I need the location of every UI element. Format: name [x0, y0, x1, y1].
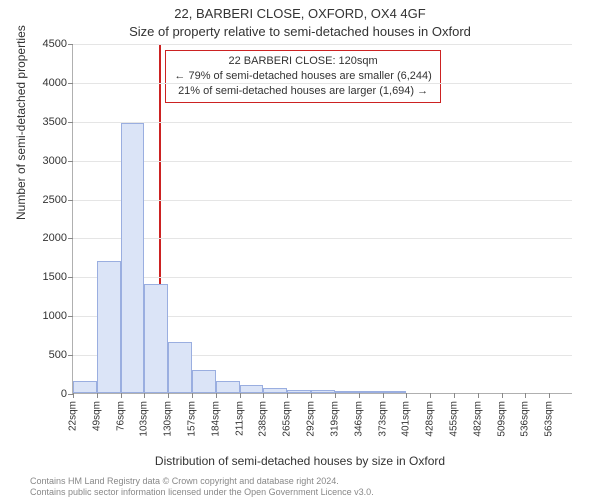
- x-tick: [335, 393, 336, 398]
- y-axis-title: Number of semi-detached properties: [14, 25, 28, 220]
- x-tick-label: 49sqm: [91, 401, 102, 431]
- gridline: [73, 122, 572, 123]
- x-tick: [454, 393, 455, 398]
- histogram-bar: [240, 385, 264, 393]
- x-tick: [216, 393, 217, 398]
- gridline: [73, 277, 572, 278]
- x-tick: [383, 393, 384, 398]
- x-tick-label: 130sqm: [163, 401, 174, 437]
- gridline: [73, 161, 572, 162]
- x-tick-label: 482sqm: [472, 401, 483, 437]
- y-tick-label: 3000: [43, 155, 73, 167]
- x-tick: [311, 393, 312, 398]
- x-tick: [263, 393, 264, 398]
- histogram-bar: [121, 123, 145, 393]
- x-tick: [168, 393, 169, 398]
- x-axis-title: Distribution of semi-detached houses by …: [0, 454, 600, 468]
- x-tick-label: 184sqm: [210, 401, 221, 437]
- gridline: [73, 200, 572, 201]
- x-tick: [502, 393, 503, 398]
- x-tick: [192, 393, 193, 398]
- x-tick: [144, 393, 145, 398]
- x-tick-label: 536sqm: [520, 401, 531, 437]
- page-title: 22, BARBERI CLOSE, OXFORD, OX4 4GF: [0, 6, 600, 21]
- histogram-bar: [335, 391, 359, 393]
- x-tick-label: 401sqm: [401, 401, 412, 437]
- x-tick-label: 22sqm: [68, 401, 79, 431]
- x-tick: [240, 393, 241, 398]
- x-tick-label: 103sqm: [139, 401, 150, 437]
- y-tick-label: 4500: [43, 38, 73, 50]
- x-tick-label: 211sqm: [234, 401, 245, 436]
- histogram-bar: [311, 390, 335, 393]
- x-tick-label: 428sqm: [425, 401, 436, 437]
- x-tick: [549, 393, 550, 398]
- y-tick-label: 1500: [43, 271, 73, 283]
- x-tick-label: 265sqm: [282, 401, 293, 437]
- figure-container: 22, BARBERI CLOSE, OXFORD, OX4 4GF Size …: [0, 0, 600, 500]
- attribution-text: Contains HM Land Registry data © Crown c…: [30, 476, 374, 498]
- histogram-bar: [97, 261, 121, 393]
- x-tick: [525, 393, 526, 398]
- histogram-bar: [216, 381, 240, 393]
- y-tick-label: 2500: [43, 194, 73, 206]
- x-tick: [287, 393, 288, 398]
- y-tick-label: 4000: [43, 77, 73, 89]
- x-tick: [430, 393, 431, 398]
- x-tick-label: 346sqm: [353, 401, 364, 437]
- x-tick: [478, 393, 479, 398]
- annotation-line: 22 BARBERI CLOSE: 120sqm: [174, 54, 431, 69]
- x-tick-label: 563sqm: [544, 401, 555, 437]
- histogram-bar: [287, 390, 311, 394]
- annotation-line: 21% of semi-detached houses are larger (…: [174, 84, 431, 99]
- gridline: [73, 238, 572, 239]
- x-tick-label: 509sqm: [496, 401, 507, 437]
- x-tick-label: 157sqm: [187, 401, 198, 437]
- y-tick-label: 2000: [43, 232, 73, 244]
- x-tick: [97, 393, 98, 398]
- y-tick-label: 3500: [43, 116, 73, 128]
- histogram-bar: [192, 370, 216, 393]
- x-tick-label: 76sqm: [115, 401, 126, 431]
- histogram-bar: [73, 381, 97, 393]
- page-subtitle: Size of property relative to semi-detach…: [0, 24, 600, 39]
- gridline: [73, 44, 572, 45]
- gridline: [73, 83, 572, 84]
- x-tick: [359, 393, 360, 398]
- x-tick-label: 292sqm: [306, 401, 317, 437]
- x-tick-label: 455sqm: [448, 401, 459, 437]
- histogram-bar: [168, 342, 192, 393]
- y-tick-label: 1000: [43, 310, 73, 322]
- histogram-bar: [359, 391, 383, 393]
- annotation-box: 22 BARBERI CLOSE: 120sqm ← 79% of semi-d…: [165, 50, 440, 103]
- histogram-bar: [144, 284, 168, 393]
- attribution-line: Contains HM Land Registry data © Crown c…: [30, 476, 374, 487]
- histogram-bar: [263, 388, 287, 393]
- y-tick-label: 500: [49, 349, 73, 361]
- attribution-line: Contains public sector information licen…: [30, 487, 374, 498]
- x-tick-label: 373sqm: [377, 401, 388, 437]
- x-tick: [73, 393, 74, 398]
- x-tick: [121, 393, 122, 398]
- x-tick-label: 319sqm: [329, 401, 340, 437]
- chart-area: 22 BARBERI CLOSE: 120sqm ← 79% of semi-d…: [72, 44, 572, 394]
- y-tick-label: 0: [61, 388, 73, 400]
- x-tick: [406, 393, 407, 398]
- histogram-bar: [383, 391, 407, 393]
- x-tick-label: 238sqm: [258, 401, 269, 437]
- annotation-line: ← 79% of semi-detached houses are smalle…: [174, 69, 431, 84]
